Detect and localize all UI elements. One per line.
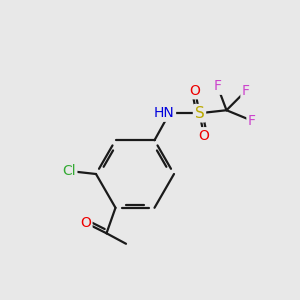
Text: O: O	[80, 216, 91, 230]
Text: S: S	[195, 106, 204, 121]
Text: F: F	[214, 79, 221, 93]
Text: F: F	[248, 114, 256, 128]
Text: HN: HN	[154, 106, 175, 120]
Text: F: F	[242, 84, 250, 98]
Text: O: O	[190, 84, 200, 98]
Text: O: O	[199, 129, 209, 143]
Text: Cl: Cl	[62, 164, 76, 178]
